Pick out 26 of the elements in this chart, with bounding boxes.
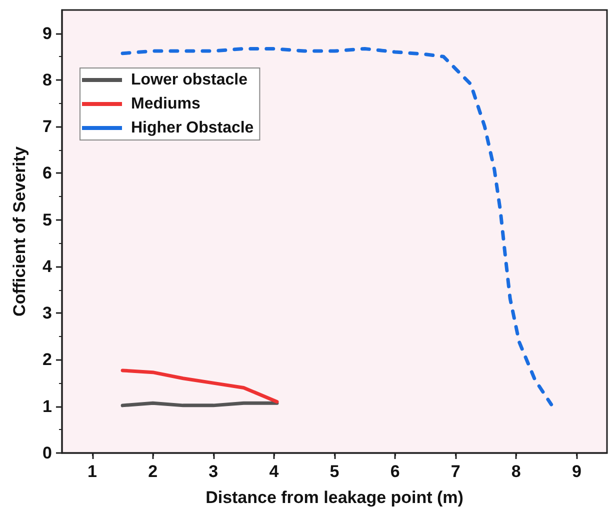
x-axis-title: Distance from leakage point (m) (206, 488, 464, 507)
y-tick-label: 7 (42, 117, 52, 136)
x-tick-label: 4 (269, 462, 280, 481)
x-tick-label: 1 (88, 462, 98, 481)
line-series (120, 368, 279, 404)
x-tick-label: 3 (208, 462, 218, 481)
x-tick-label: 2 (148, 462, 158, 481)
legend-label: Mediums (131, 96, 200, 112)
y-tick-label: 0 (42, 444, 52, 462)
x-tick-label: 9 (572, 462, 582, 481)
y-axis-title: Cofficient of Severity (10, 146, 29, 317)
y-tick-label: 4 (42, 256, 53, 276)
legend-label: Higher Obstacle (131, 120, 254, 136)
legend-label: Lower obstacle (131, 72, 248, 88)
y-tick-label: 5 (42, 210, 52, 230)
x-tick-label: 6 (390, 462, 400, 481)
x-tick-label: 7 (450, 462, 460, 481)
y-tick-label: 9 (42, 24, 52, 43)
line-series (120, 46, 554, 406)
y-tick-label: 2 (42, 350, 52, 370)
y-tick-label: 6 (42, 164, 52, 183)
y-tick-label: 8 (42, 70, 52, 90)
y-tick-label: 1 (42, 396, 52, 416)
y-tick-label: 3 (42, 304, 52, 323)
x-tick-label: 5 (330, 462, 340, 481)
x-tick-label: 8 (511, 462, 521, 481)
